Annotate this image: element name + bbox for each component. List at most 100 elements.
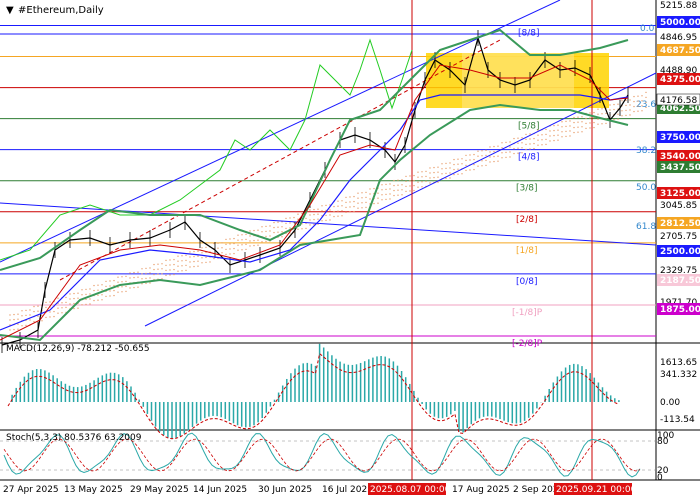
cloud-dot	[205, 246, 207, 249]
cloud-dot	[193, 250, 195, 253]
cloud-dot	[173, 268, 175, 271]
price-tick: 5215.88	[660, 1, 697, 11]
cloud-dot	[401, 194, 403, 196]
cloud-dot	[205, 261, 207, 264]
cloud-dot	[97, 299, 99, 301]
cloud-dot	[557, 129, 559, 131]
cloud-dot	[409, 175, 411, 177]
murrey-label: [-1/8]P	[512, 308, 543, 318]
kijun-line	[0, 94, 629, 331]
cloud-dot	[145, 277, 147, 280]
cloud-dot	[57, 312, 59, 314]
cloud-dot	[237, 234, 239, 236]
cloud-dot	[337, 200, 339, 202]
cloud-dot	[73, 307, 75, 310]
cloud-dot	[161, 278, 163, 280]
cloud-dot	[573, 131, 575, 134]
channel-line	[144, 72, 657, 327]
cloud-dot	[177, 265, 179, 267]
cloud-dot	[73, 297, 75, 300]
cloud-dot	[129, 277, 131, 279]
cloud-dot	[465, 169, 467, 172]
cloud-dot	[101, 284, 103, 286]
cloud-dot	[337, 215, 339, 217]
cloud-dot	[121, 276, 123, 278]
cloud-dot	[65, 301, 67, 304]
cloud-dot	[9, 314, 11, 316]
cloud-dot	[197, 255, 199, 257]
cloud-dot	[125, 275, 127, 278]
date-label: 2 Sep 2025	[513, 485, 564, 495]
cloud-dot	[21, 325, 23, 327]
cloud-dot	[525, 133, 527, 136]
cloud-dot	[433, 171, 435, 174]
cloud-dot	[133, 276, 135, 279]
cloud-dot	[241, 244, 243, 246]
dropdown-arrow-icon[interactable]: ▼	[6, 5, 14, 16]
cloud-dot	[645, 91, 647, 94]
cloud-dot	[57, 307, 59, 309]
cloud-dot	[233, 252, 235, 255]
cloud-dot	[161, 268, 163, 270]
cloud-dot	[181, 255, 183, 257]
cloud-dot	[633, 110, 635, 113]
cloud-dot	[185, 264, 187, 267]
cloud-dot	[145, 282, 147, 285]
cloud-dot	[113, 289, 115, 292]
cloud-dot	[45, 306, 47, 309]
cloud-dot	[525, 148, 527, 151]
price-tag-bg	[657, 16, 700, 28]
cloud-dot	[265, 240, 267, 243]
cloud-dot	[257, 244, 259, 246]
cloud-dot	[109, 285, 111, 287]
cloud-dot	[521, 147, 523, 149]
cloud-dot	[529, 133, 531, 135]
stoch-d-line	[3, 438, 641, 472]
cloud-dot	[569, 125, 571, 127]
cloud-dot	[85, 293, 87, 296]
cloud-dot	[397, 184, 399, 186]
cloud-dot	[553, 129, 555, 132]
cloud-dot	[557, 124, 559, 126]
cloud-dot	[169, 269, 171, 271]
cloud-dot	[53, 310, 55, 313]
cloud-dot	[241, 239, 243, 241]
cloud-dot	[521, 152, 523, 154]
cloud-dot	[85, 298, 87, 301]
cloud-dot	[313, 213, 315, 216]
cloud-dot	[21, 315, 23, 317]
cloud-dot	[485, 164, 487, 167]
cloud-dot	[213, 242, 215, 245]
cloud-dot	[581, 131, 583, 133]
cloud-dot	[425, 170, 427, 173]
price-tag-bg	[657, 245, 700, 257]
cloud-dot	[149, 267, 151, 269]
cloud-dot	[421, 186, 423, 188]
cloud-dot	[513, 147, 515, 150]
cloud-dot	[557, 139, 559, 141]
cloud-dot	[413, 189, 415, 192]
cloud-dot	[457, 173, 459, 175]
cloud-dot	[645, 96, 647, 99]
cloud-dot	[153, 273, 155, 276]
cloud-dot	[517, 152, 519, 154]
fibonacci-label: 0.0	[640, 24, 655, 34]
cloud-dot	[625, 109, 627, 112]
fibonacci-label: 50.0	[636, 183, 656, 193]
cloud-dot	[181, 260, 183, 262]
cloud-dot	[541, 134, 543, 136]
cloud-dot	[329, 209, 331, 211]
cloud-dot	[321, 220, 323, 222]
murrey-label: [3/8]	[516, 184, 538, 194]
cloud-dot	[233, 237, 235, 240]
cloud-dot	[477, 150, 479, 152]
price-tag: 1875.00	[657, 303, 700, 315]
cloud-dot	[29, 314, 31, 316]
cloud-dot	[81, 294, 83, 296]
cloud-dot	[517, 137, 519, 139]
cloud-dot	[573, 116, 575, 119]
fibonacci-label: 38.2	[636, 146, 656, 156]
cloud-dot	[549, 140, 551, 142]
cloud-dot	[369, 198, 371, 200]
